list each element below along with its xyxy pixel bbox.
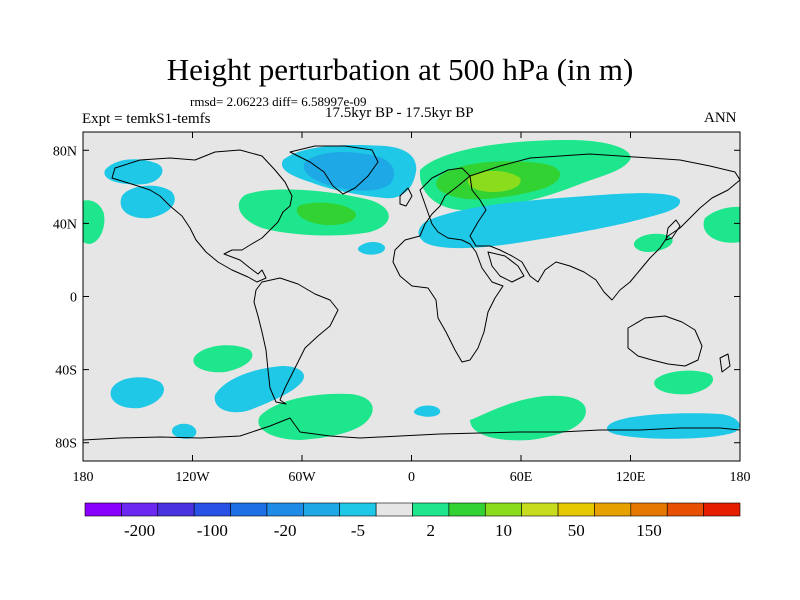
colorbar-swatch — [412, 502, 450, 517]
colorbar-label: 50 — [568, 521, 585, 540]
colorbar-swatch — [193, 502, 231, 517]
y-tick-label: 80N — [53, 144, 77, 159]
scandinavia-peak-positive — [467, 170, 521, 192]
colorbar-swatch — [230, 502, 268, 517]
colorbar-swatch — [121, 502, 159, 517]
coastline-greenland — [289, 145, 379, 195]
coastline-south-america — [253, 277, 339, 405]
greenland-core-negative — [303, 152, 395, 191]
colorbar-label: 150 — [636, 521, 662, 540]
south-pacific-negative — [110, 377, 164, 409]
south-atlantic-negative — [413, 405, 441, 417]
colorbar-swatch — [339, 502, 377, 517]
x-tick-label: 60W — [288, 470, 316, 485]
colorbar-swatch — [521, 502, 559, 517]
north-atlantic-negative — [357, 241, 386, 255]
plot-title: Height perturbation at 500 hPa (in m) — [166, 52, 634, 87]
coastline-antarctica — [83, 417, 740, 441]
colorbar-swatch — [448, 502, 486, 517]
x-tick-label: 180 — [73, 470, 94, 485]
colorbar-swatch — [557, 502, 595, 517]
colorbar-swatch — [84, 502, 122, 517]
colorbar-swatch — [703, 502, 741, 517]
colorbar-swatch — [594, 502, 632, 517]
coastline-new-zealand — [719, 353, 731, 373]
coastline-arabia — [487, 251, 525, 283]
experiment-label: Expt = temkS1-temfs — [82, 111, 211, 127]
coastlines — [83, 145, 740, 441]
colorbar: -200 -100 -20 -5 2 10 50 150 — [84, 502, 741, 540]
south-indian-negative — [606, 413, 740, 439]
map-background — [83, 132, 740, 461]
y-tick-label: 40S — [55, 364, 77, 379]
season-label: ANN — [704, 110, 737, 126]
stats-label: rmsd= 2.06223 diff= 6.58997e-09 — [190, 94, 367, 109]
alaska-negative — [104, 159, 163, 185]
colorbar-swatch — [157, 502, 195, 517]
period-label: 17.5kyr BP - 17.5kyr BP — [325, 105, 474, 121]
y-tick-label: 0 — [70, 291, 77, 306]
x-tick-label: 120E — [616, 470, 646, 485]
colorbar-label: -5 — [351, 521, 365, 540]
colorbar-label: -100 — [197, 521, 228, 540]
colorbar-swatch — [484, 502, 522, 517]
coastline-europe-africa — [392, 167, 504, 363]
southwest-pacific-positive — [654, 370, 714, 395]
coastline-japan — [665, 219, 681, 241]
colorbar-swatch — [630, 502, 668, 517]
colorbar-swatch — [375, 502, 413, 517]
colorbar-label: 10 — [495, 521, 512, 540]
x-tick-label: 0 — [408, 470, 415, 485]
pacific-negative — [120, 185, 175, 219]
y-tick-label: 40N — [53, 217, 77, 232]
south-america-negative — [214, 366, 304, 413]
colorbar-label: -20 — [274, 521, 297, 540]
south-pacific-small-negative — [171, 423, 197, 439]
east-asia-positive — [633, 233, 673, 252]
coastline-asia — [469, 153, 740, 301]
height-field — [83, 140, 740, 441]
coastline-british-isles — [399, 187, 413, 207]
colorbar-label: -200 — [124, 521, 155, 540]
y-tick-label: 80S — [55, 437, 77, 452]
colorbar-swatch — [666, 502, 704, 517]
x-tick-label: 120W — [175, 470, 210, 485]
colorbar-label: 2 — [426, 521, 435, 540]
indian-ocean-positive — [470, 395, 586, 441]
colorbar-swatch — [266, 502, 304, 517]
colorbar-swatch — [303, 502, 341, 517]
coastline-north-america — [111, 149, 293, 283]
x-tick-label: 60E — [510, 470, 533, 485]
y-axis: 80N 40N 0 40S 80S — [53, 144, 740, 452]
dateline-west-positive — [83, 200, 105, 244]
southeast-pacific-positive — [193, 345, 253, 373]
north-pacific-positive — [703, 206, 740, 243]
x-tick-label: 180 — [730, 470, 751, 485]
x-axis: 180 120W 60W 0 60E 120E 180 — [73, 132, 751, 485]
coastline-australia — [627, 315, 703, 367]
weddell-positive — [258, 393, 373, 440]
east-america-core-positive — [296, 202, 356, 226]
